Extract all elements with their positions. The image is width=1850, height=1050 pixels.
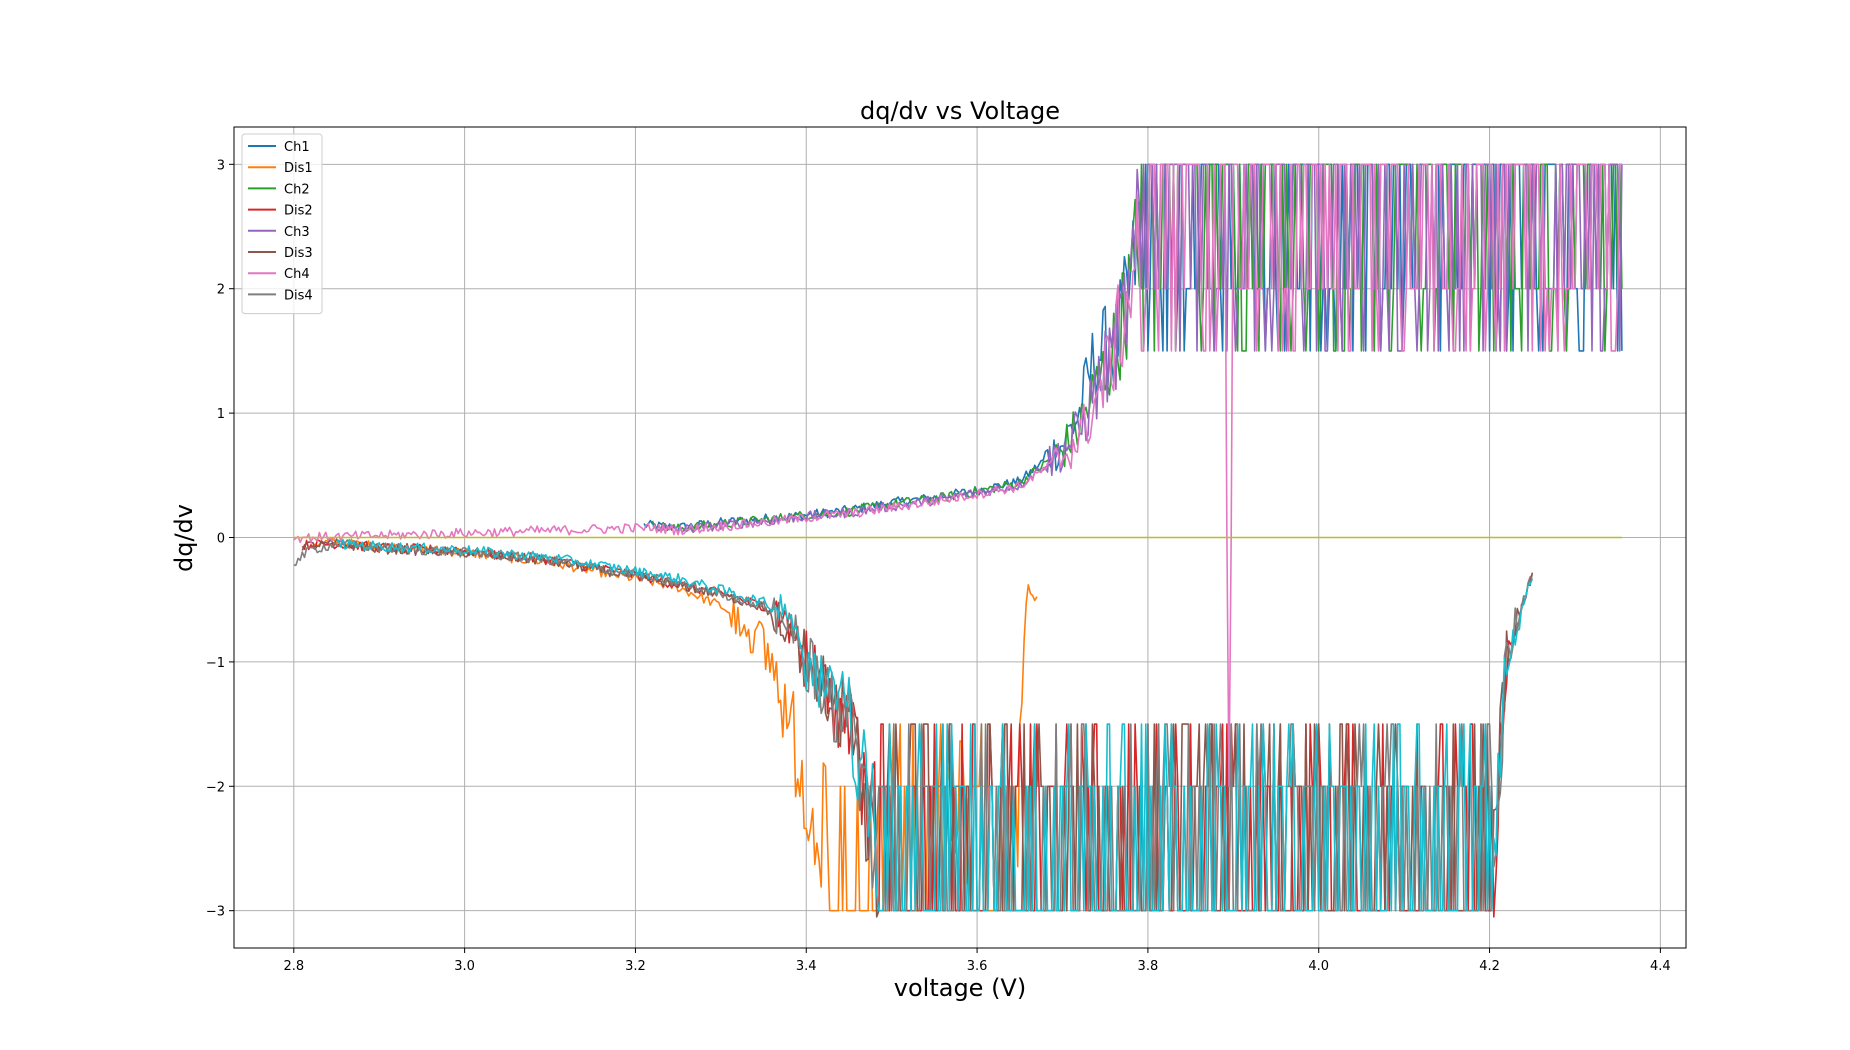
legend-label: Dis4 xyxy=(284,288,313,303)
legend-label: Dis2 xyxy=(284,204,313,219)
x-tick-label: 3.2 xyxy=(625,959,646,974)
x-tick-label: 3.4 xyxy=(796,959,817,974)
legend: Ch1 Dis1 Ch2 Dis2 Ch3 Dis3 Ch4 Dis4 xyxy=(241,133,323,315)
x-tick-label: 2.8 xyxy=(283,959,304,974)
chart-title: dq/dv vs Voltage xyxy=(860,97,1060,125)
legend-label: Dis3 xyxy=(284,246,313,261)
legend-box xyxy=(241,133,323,315)
y-tick-label: −1 xyxy=(206,656,225,671)
x-tick-label: 3.6 xyxy=(967,959,988,974)
ticks: 2.8 3.0 3.2 3.4 3.6 3.8 4.0 4.2 4.4 −3 −2 −1 0 1 2 3 xyxy=(206,158,1671,974)
legend-label: Ch1 xyxy=(284,140,310,155)
y-tick-label: 3 xyxy=(217,158,225,173)
x-tick-label: 4.2 xyxy=(1479,959,1500,974)
legend-label: Dis1 xyxy=(284,161,313,176)
y-tick-label: 0 xyxy=(217,532,225,547)
y-tick-label: −2 xyxy=(206,780,225,795)
legend-label: Ch4 xyxy=(284,267,310,282)
y-tick-label: 2 xyxy=(217,283,225,298)
y-tick-label: −3 xyxy=(206,905,225,920)
x-axis-label: voltage (V) xyxy=(894,974,1026,1002)
y-axis-label: dq/dv xyxy=(170,504,198,572)
series-line-unlabeled-9 xyxy=(336,538,1534,912)
y-tick-label: 1 xyxy=(217,407,225,422)
x-tick-label: 4.4 xyxy=(1650,959,1671,974)
legend-label: Ch2 xyxy=(284,182,310,197)
x-tick-label: 4.0 xyxy=(1308,959,1329,974)
series-line-ch4 xyxy=(293,163,1622,788)
legend-label: Ch3 xyxy=(284,225,310,240)
x-tick-label: 3.8 xyxy=(1138,959,1159,974)
x-tick-label: 3.0 xyxy=(454,959,475,974)
series-group xyxy=(293,163,1623,918)
